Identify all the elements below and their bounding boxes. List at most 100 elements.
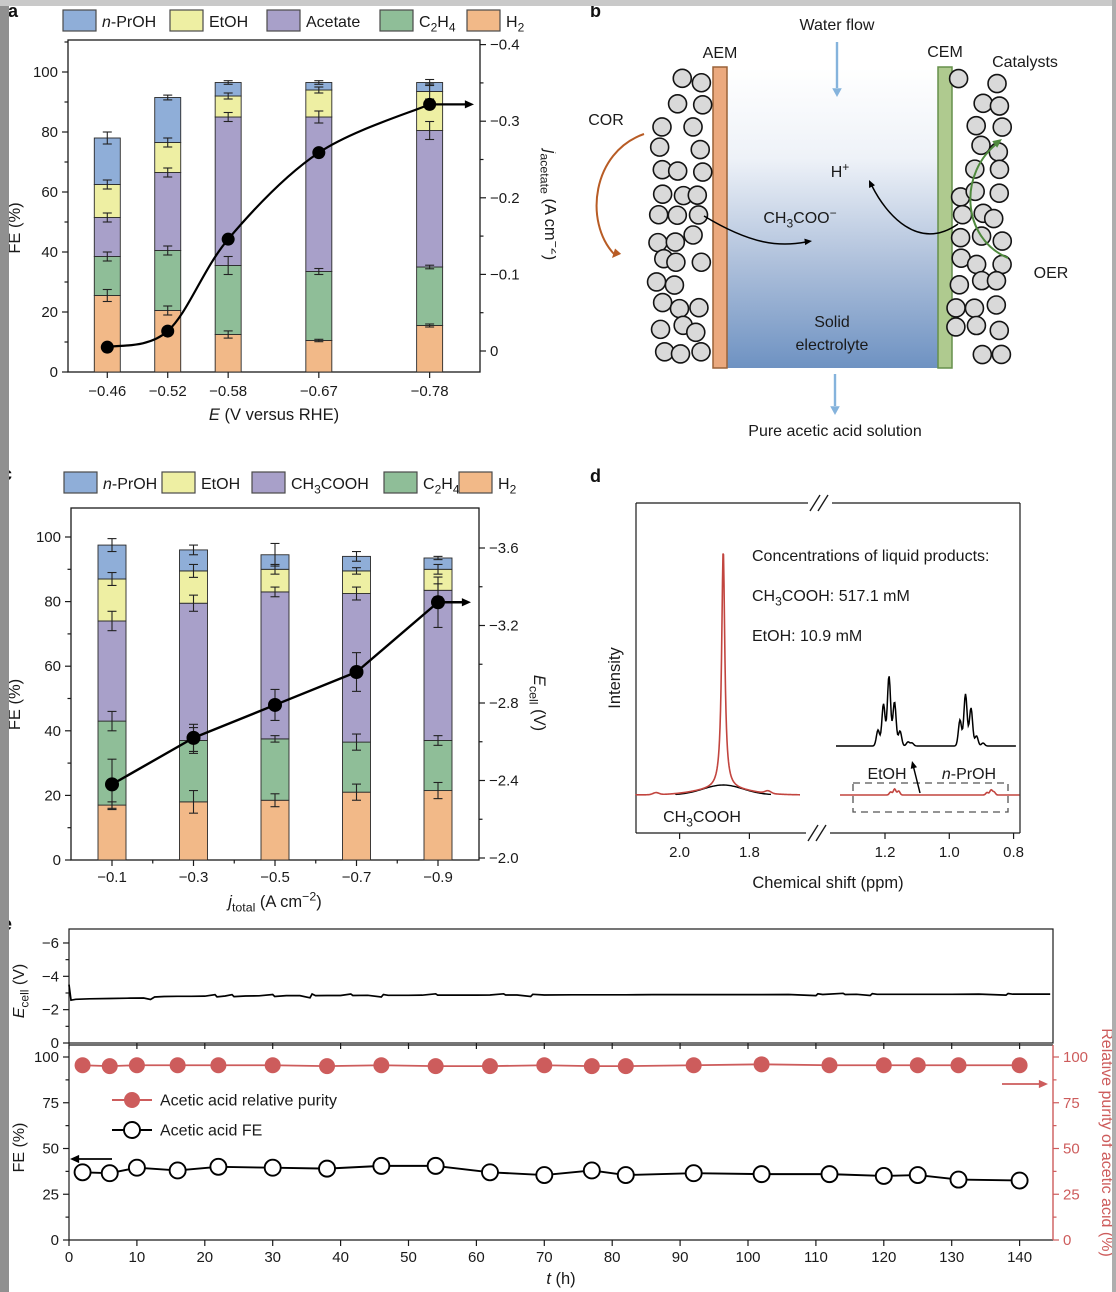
svg-text:75: 75	[42, 1095, 59, 1112]
svg-text:100: 100	[1063, 1049, 1088, 1066]
svg-text:−3.2: −3.2	[489, 618, 519, 635]
svg-text:CEM: CEM	[927, 44, 963, 61]
purity-point	[1011, 1057, 1028, 1074]
svg-text:40: 40	[44, 723, 61, 740]
panel-a-chart: 0 20 40 60 80 100 0 −0.1 −0.2 −0.3 −0.4 −0.46 −0.52 −…	[6, 9, 556, 424]
ecell-subplot: 0 −2 −4 −6	[42, 928, 1054, 1052]
svg-text:50: 50	[1063, 1141, 1080, 1158]
purity-point	[950, 1057, 967, 1074]
purity-point	[536, 1057, 553, 1074]
panel-a-legend: n-PrOH EtOH Acetate C2H4 H2	[62, 9, 525, 34]
svg-text:110: 110	[804, 1249, 828, 1266]
svg-text:120: 120	[871, 1249, 896, 1266]
fe-point	[100, 1164, 119, 1183]
fe-point	[372, 1156, 391, 1175]
svg-text:80: 80	[41, 124, 58, 141]
svg-text:−2.4: −2.4	[489, 773, 519, 790]
panel-label-b: b	[590, 1, 601, 21]
fe-point	[1010, 1171, 1029, 1190]
svg-text:40: 40	[332, 1249, 349, 1266]
svg-text:140: 140	[1007, 1249, 1032, 1266]
svg-text:EtOH: 10.9 mM: EtOH: 10.9 mM	[752, 628, 862, 645]
svg-text:−0.52: −0.52	[149, 383, 187, 400]
svg-text:jtotal (A cm−2): jtotal (A cm−2)	[226, 890, 321, 915]
svg-text:1.0: 1.0	[939, 844, 960, 861]
panel-a-plot: 0 20 40 60 80 100 0 −0.1 −0.2 −0.3 −0.4 −0.46 −0.52 −…	[33, 37, 520, 400]
svg-text:100: 100	[36, 529, 61, 546]
svg-text:CH3COOH: CH3COOH	[291, 476, 369, 496]
svg-text:jacetate (A cm−2): jacetate (A cm−2)	[538, 148, 556, 261]
fe-purity-subplot: 0 25 50 75 100 0 25 50 75 100 0 10 20 30 40 50 60 70 80 90 1…	[34, 1044, 1088, 1266]
panel-b-diagram: Water flow AEM CEM Catalysts COR OER H+ CH3COO−…	[588, 17, 1069, 440]
svg-text:Acetate: Acetate	[306, 14, 360, 31]
svg-text:−0.2: −0.2	[490, 190, 520, 207]
svg-text:FE (%): FE (%)	[6, 202, 24, 253]
svg-text:H2: H2	[498, 476, 517, 496]
svg-text:Ecell (V): Ecell (V)	[527, 675, 548, 731]
purity-point	[685, 1057, 702, 1074]
svg-text:OER: OER	[1034, 265, 1069, 282]
fe-point	[73, 1163, 92, 1182]
svg-text:Catalysts: Catalysts	[992, 54, 1058, 71]
svg-text:75: 75	[1063, 1095, 1080, 1112]
inset-spectrum: EtOH n-PrOH	[836, 676, 1016, 783]
svg-text:−0.46: −0.46	[88, 383, 126, 400]
svg-text:EtOH: EtOH	[209, 14, 248, 31]
svg-text:1.8: 1.8	[739, 844, 760, 861]
fe-point	[908, 1166, 927, 1184]
purity-point	[319, 1058, 336, 1075]
svg-text:−6: −6	[42, 935, 59, 952]
svg-text:Relative purity of acetic acid: Relative purity of acetic acid (%)	[1098, 1028, 1115, 1257]
oer-arrow	[969, 141, 1009, 259]
svg-text:H2: H2	[506, 14, 525, 34]
scan-edge-left	[0, 0, 9, 1292]
svg-text:FE (%): FE (%)	[6, 679, 24, 730]
purity-point	[875, 1057, 892, 1074]
svg-text:−4: −4	[42, 968, 59, 985]
svg-text:−0.5: −0.5	[260, 869, 290, 886]
anode-catalyst-particles	[946, 68, 1013, 365]
svg-text:−0.1: −0.1	[490, 266, 520, 283]
cathode-catalyst-particles	[646, 68, 713, 364]
panel-c-plot: 0 20 40 60 80 100 −2.0 −2.4 −2.8 −3.2 −3.6 −0.1 −0.3…	[36, 507, 519, 886]
purity-point	[753, 1056, 770, 1073]
svg-text:−0.7: −0.7	[342, 869, 372, 886]
svg-text:50: 50	[42, 1141, 59, 1158]
svg-text:Intensity: Intensity	[606, 647, 624, 709]
svg-text:0: 0	[1063, 1232, 1071, 1249]
svg-text:electrolyte: electrolyte	[796, 337, 869, 354]
nmr-trace-left	[635, 553, 801, 796]
fe-point	[127, 1158, 146, 1177]
svg-text:0: 0	[490, 343, 498, 360]
svg-text:20: 20	[196, 1249, 213, 1266]
panel-d-nmr: 2.0 1.8 1.2 1.0 0.8 Concentrations of liquid …	[606, 494, 1024, 892]
svg-text:Solid: Solid	[814, 314, 850, 331]
svg-text:n-PrOH: n-PrOH	[942, 766, 996, 783]
svg-text:EtOH: EtOH	[867, 766, 906, 783]
svg-text:0: 0	[65, 1249, 73, 1266]
fe-point	[535, 1166, 554, 1184]
fe-point	[582, 1161, 601, 1180]
fe-point	[168, 1161, 187, 1180]
svg-text:0: 0	[51, 1035, 59, 1052]
svg-text:20: 20	[41, 304, 58, 321]
solid-electrolyte-chamber	[727, 68, 938, 368]
scan-edge-right	[1112, 0, 1116, 1292]
purity-point	[583, 1058, 600, 1075]
aem-membrane	[712, 66, 728, 369]
fe-point	[318, 1159, 336, 1178]
fe-point	[209, 1157, 228, 1176]
acetate-ion-arrow	[703, 215, 807, 245]
svg-text:90: 90	[672, 1249, 689, 1266]
svg-text:E (V versus RHE): E (V versus RHE)	[209, 406, 339, 424]
svg-text:AEM: AEM	[703, 45, 738, 62]
svg-text:40: 40	[41, 244, 58, 261]
proton-arrow	[871, 185, 959, 235]
svg-text:130: 130	[939, 1249, 964, 1266]
fe-point	[684, 1164, 703, 1183]
svg-text:100: 100	[34, 1049, 59, 1066]
svg-text:CH3COOH: 517.1 mM: CH3COOH: 517.1 mM	[752, 588, 910, 608]
svg-text:25: 25	[1063, 1186, 1080, 1203]
svg-text:C2H4: C2H4	[419, 14, 456, 34]
panel-a-bars	[93, 78, 444, 373]
